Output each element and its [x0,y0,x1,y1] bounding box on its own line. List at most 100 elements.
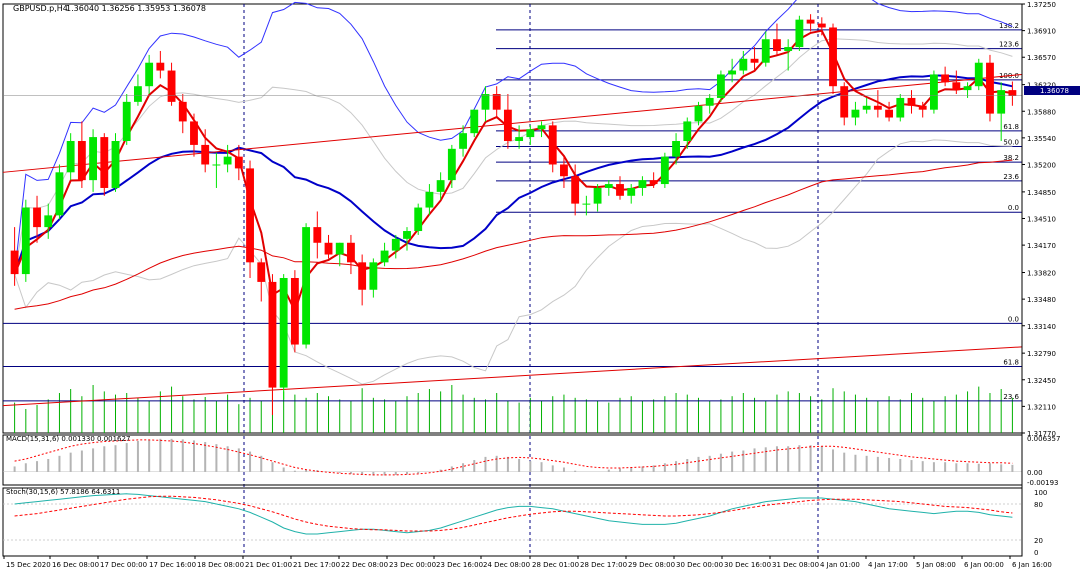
bollinger-inner-upper-line [14,38,1013,275]
fib-level-label: 38.2 [1003,154,1019,162]
time-axis-label: 23 Dec 00:00 [389,561,436,569]
candle-body [795,19,804,48]
time-axis-label: 30 Dec 16:00 [724,561,771,569]
candle-body [537,125,546,130]
time-axis-label: 29 Dec 08:00 [628,561,675,569]
candle-body [694,105,703,122]
candle-body [918,105,927,110]
candle-body [122,101,131,141]
price-axis-label: 1.37250 [1027,1,1056,9]
candle-body [604,184,613,188]
time-axis-label: 22 Dec 08:00 [341,561,388,569]
price-axis-label: 1.34510 [1027,216,1056,224]
candle-body [963,86,972,91]
candle-body [145,62,154,87]
time-axis-label: 31 Dec 08:00 [772,561,819,569]
candle-body [358,262,367,290]
price-axis-label: 1.32450 [1027,377,1056,385]
candle-body [873,105,882,110]
bollinger-upper-line [14,0,1013,275]
macd-signal-line [14,439,1013,476]
candle-body [178,101,187,122]
fib-level-label: 61.8 [1003,358,1019,366]
price-axis-label: 1.36570 [1027,54,1056,62]
candle-body [481,94,490,110]
price-axis-label: 1.31770 [1027,430,1056,438]
main-price-pane[interactable]: 138.2123.6100.061.850.038.223.60.00.061.… [2,0,1023,556]
candle-body [201,144,210,165]
candle-body [470,109,479,134]
candle-body [190,121,198,145]
candle-body [862,105,871,110]
price-axis-label: 1.36910 [1027,28,1056,36]
time-axis-label: 18 Dec 08:00 [197,561,244,569]
candle-body [403,231,411,239]
macd-pane-frame [2,434,1023,486]
candle-body [268,281,277,388]
fib-level-label: 50.0 [1003,138,1019,146]
candle-body [683,121,692,141]
price-axis-label: 1.32790 [1027,350,1056,358]
candle-body [974,62,983,87]
stoch-axis-label: 20 [1034,537,1043,545]
candle-body [649,180,658,185]
candle-body [761,39,770,63]
macd-axis-label: 0.006357 [1027,435,1060,443]
time-axis-label: 4 Jan 01:00 [820,561,860,569]
candle-body [167,70,176,102]
macd-axis-label: 0.00 [1027,469,1043,477]
candle-body [571,176,580,204]
candle-body [134,86,142,102]
candle-body [941,74,950,83]
candle-body [66,140,75,173]
candle-body [369,262,378,290]
ohlc-readout: 1.36040 1.36256 1.35953 1.36078 [66,4,206,13]
current-price-label: 1.36078 [1040,87,1069,95]
candle-body [840,86,849,118]
candle-body [896,97,905,118]
candle-body [257,262,266,282]
macd-pane[interactable] [2,434,1023,486]
candle-body [773,39,781,51]
axes-layer: 1.37250 1.36910 1.36570 1.36220 1.35880 1.355… [3,1,1060,569]
stochastic-pane[interactable] [2,487,1023,557]
price-axis-label: 1.33140 [1027,323,1056,331]
candle-body [829,27,837,87]
envelope-lower-line [14,159,1013,310]
candle-body [391,238,400,251]
candle-body [885,109,893,118]
time-axis-label: 28 Dec 17:00 [580,561,627,569]
candle-body [515,137,524,141]
time-axis-label: 15 Dec 2020 [6,561,51,569]
time-axis-label: 4 Jan 17:00 [868,561,908,569]
candle-body [347,242,355,263]
candle-body [1008,90,1017,96]
fib-level-label: 0.0 [1008,315,1019,323]
candle-body [492,94,501,110]
candle-body [234,156,243,169]
candle-body [526,129,535,138]
candle-body [705,97,714,106]
candle-body [750,58,759,63]
candle-body [156,62,165,71]
candle-body [660,156,669,185]
candle-body [739,58,748,71]
price-axis-label: 1.34170 [1027,242,1056,250]
candle-body [436,180,445,192]
candle-body [784,47,793,51]
candle-body [616,184,624,196]
price-axis-label: 1.35200 [1027,161,1056,169]
trend-line-upper [2,73,1023,173]
candle-body [279,277,288,388]
chart-title: GBPUSD.p,H4 [13,4,68,13]
price-axis-label: 1.35880 [1027,108,1056,116]
candle-body [324,242,333,255]
trend-line-lower [2,346,1023,407]
fib-level-label: 23.6 [1003,173,1019,181]
candle-body [313,227,322,243]
price-axis-label: 1.35540 [1027,135,1056,143]
stoch-pane-frame [2,487,1023,557]
candle-body [851,109,860,118]
